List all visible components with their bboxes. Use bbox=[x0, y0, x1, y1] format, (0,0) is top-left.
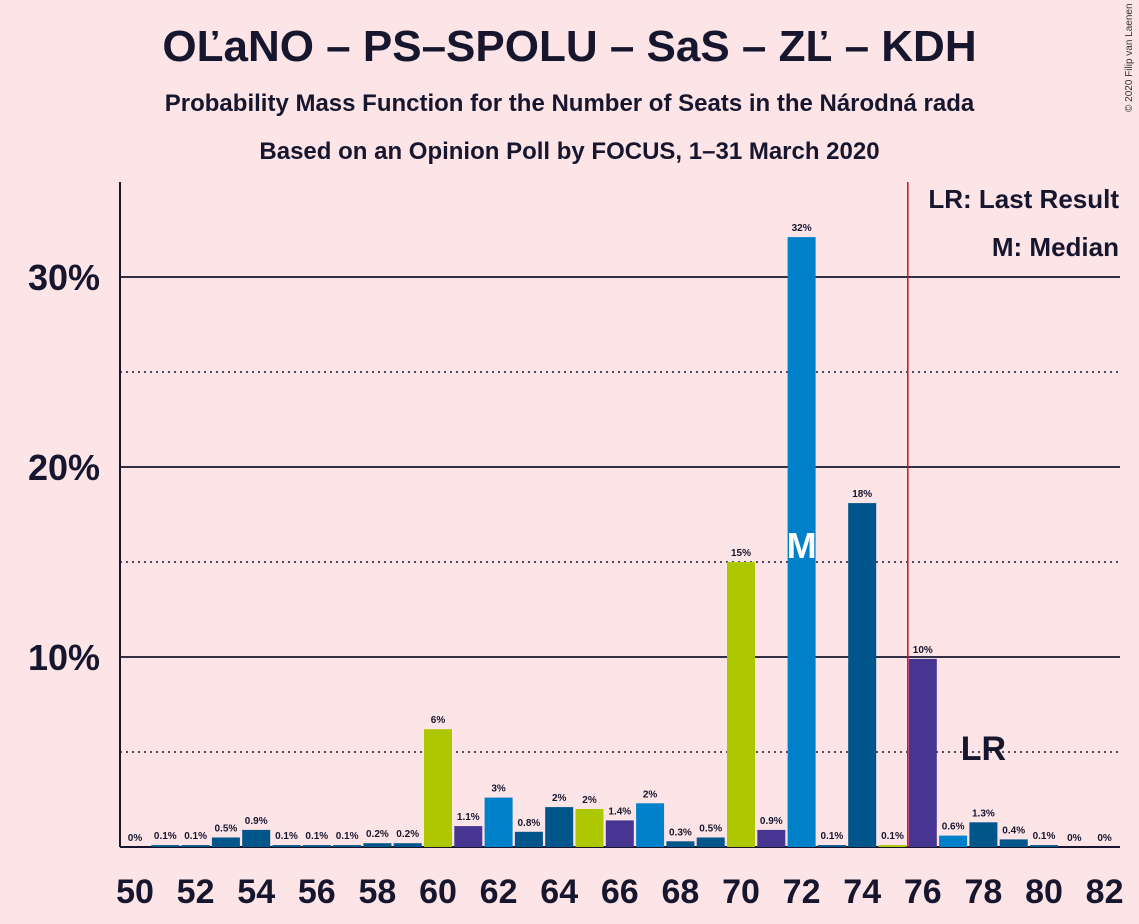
bar-62 bbox=[484, 797, 513, 847]
data-label-51: 0.1% bbox=[154, 831, 177, 842]
x-tick-label: 68 bbox=[661, 873, 699, 911]
x-tick-label: 82 bbox=[1086, 873, 1124, 911]
x-tick-label: 66 bbox=[601, 873, 639, 911]
data-label-74: 18% bbox=[852, 489, 872, 500]
bar-59 bbox=[393, 843, 422, 847]
y-tick-label: 30% bbox=[28, 257, 100, 298]
bar-66 bbox=[605, 820, 634, 847]
data-label-81: 0% bbox=[1067, 833, 1082, 844]
data-label-58: 0.2% bbox=[366, 829, 389, 840]
bar-64 bbox=[545, 807, 574, 847]
data-label-69: 0.5% bbox=[699, 824, 722, 835]
data-label-59: 0.2% bbox=[396, 829, 419, 840]
bar-79 bbox=[999, 839, 1028, 847]
data-label-64: 2% bbox=[552, 793, 567, 804]
data-label-70: 15% bbox=[731, 548, 751, 559]
bar-56 bbox=[302, 845, 331, 847]
bar-57 bbox=[333, 845, 362, 847]
bar-75 bbox=[878, 845, 907, 847]
legend-median: M: Median bbox=[991, 232, 1119, 262]
bar-54 bbox=[242, 829, 271, 847]
data-label-63: 0.8% bbox=[518, 818, 541, 829]
bar-71 bbox=[757, 829, 786, 847]
bar-60 bbox=[424, 729, 452, 847]
data-label-72: 32% bbox=[792, 223, 812, 234]
y-tick-label: 20% bbox=[28, 447, 100, 488]
bar-58 bbox=[363, 843, 392, 847]
x-tick-label: 58 bbox=[358, 873, 396, 911]
data-label-66: 1.4% bbox=[608, 806, 631, 817]
data-label-76: 10% bbox=[913, 645, 933, 656]
bar-76 bbox=[908, 658, 937, 847]
bar-61 bbox=[454, 826, 483, 847]
x-tick-label: 56 bbox=[298, 873, 336, 911]
bar-72 bbox=[787, 237, 816, 848]
data-label-68: 0.3% bbox=[669, 827, 692, 838]
x-tick-label: 50 bbox=[116, 873, 154, 911]
chart-subtitle: Probability Mass Function for the Number… bbox=[164, 90, 975, 117]
bar-68 bbox=[666, 841, 695, 847]
data-label-50: 0% bbox=[128, 833, 143, 844]
x-tick-label: 74 bbox=[843, 873, 881, 911]
bar-67 bbox=[636, 803, 665, 847]
data-label-57: 0.1% bbox=[336, 831, 359, 842]
data-label-79: 0.4% bbox=[1002, 825, 1025, 836]
bar-69 bbox=[696, 837, 725, 847]
data-label-78: 1.3% bbox=[972, 808, 995, 819]
data-label-80: 0.1% bbox=[1033, 831, 1056, 842]
x-tick-label: 78 bbox=[964, 873, 1002, 911]
x-tick-label: 76 bbox=[904, 873, 942, 911]
data-label-54: 0.9% bbox=[245, 816, 268, 827]
bar-52 bbox=[181, 845, 210, 847]
bar-65 bbox=[575, 809, 604, 847]
data-label-65: 2% bbox=[582, 795, 597, 806]
data-label-75: 0.1% bbox=[881, 831, 904, 842]
data-label-52: 0.1% bbox=[184, 831, 207, 842]
data-label-67: 2% bbox=[643, 789, 658, 800]
x-tick-label: 80 bbox=[1025, 873, 1063, 911]
data-label-62: 3% bbox=[491, 784, 506, 795]
legend-last-result: LR: Last Result bbox=[928, 184, 1119, 214]
x-tick-label: 52 bbox=[177, 873, 215, 911]
data-label-56: 0.1% bbox=[305, 831, 328, 842]
data-label-55: 0.1% bbox=[275, 831, 298, 842]
x-tick-label: 72 bbox=[783, 873, 821, 911]
bar-77 bbox=[939, 835, 968, 847]
chart-title: OĽaNO – PS–SPOLU – SaS – ZĽ – KDH bbox=[162, 22, 977, 71]
data-label-60: 6% bbox=[431, 715, 446, 726]
x-tick-label: 62 bbox=[480, 873, 518, 911]
x-tick-label: 60 bbox=[419, 873, 457, 911]
bar-74 bbox=[848, 503, 877, 847]
bar-73 bbox=[817, 845, 846, 847]
x-tick-label: 70 bbox=[722, 873, 760, 911]
data-label-82: 0% bbox=[1097, 833, 1112, 844]
median-marker: M bbox=[787, 525, 817, 566]
data-label-77: 0.6% bbox=[942, 822, 965, 833]
data-label-53: 0.5% bbox=[215, 824, 238, 835]
data-label-73: 0.1% bbox=[821, 831, 844, 842]
bar-70 bbox=[727, 562, 755, 847]
x-tick-label: 64 bbox=[540, 873, 578, 911]
bar-80 bbox=[1030, 845, 1058, 847]
bar-78 bbox=[969, 822, 998, 847]
last-result-marker: LR bbox=[961, 730, 1006, 768]
bar-51 bbox=[151, 845, 180, 847]
data-label-71: 0.9% bbox=[760, 816, 783, 827]
bar-63 bbox=[514, 831, 543, 847]
chart-subtitle-source: Based on an Opinion Poll by FOCUS, 1–31 … bbox=[259, 138, 880, 165]
bar-53 bbox=[211, 837, 240, 847]
x-tick-label: 54 bbox=[237, 873, 275, 911]
data-label-61: 1.1% bbox=[457, 812, 480, 823]
y-tick-label: 10% bbox=[28, 637, 100, 678]
bar-55 bbox=[272, 845, 301, 847]
